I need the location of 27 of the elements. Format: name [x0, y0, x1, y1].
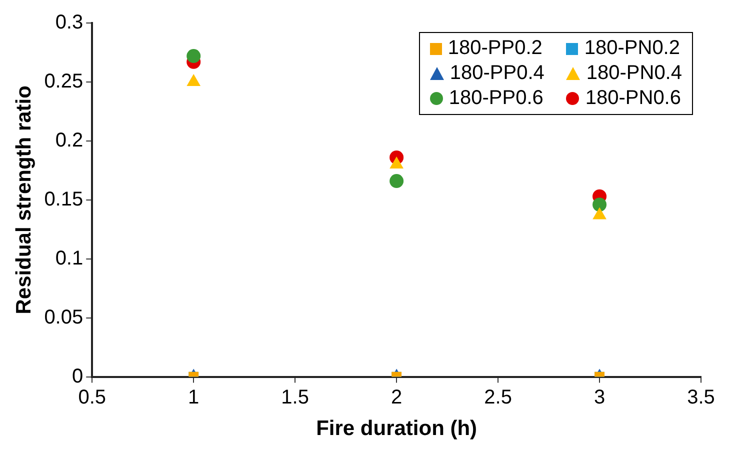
y-tick-label: 0.3 [55, 12, 84, 34]
x-axis-title: Fire duration (h) [316, 417, 478, 440]
legend-label: 180-PN0.2 [584, 37, 680, 59]
y-tick-label: 0.1 [55, 247, 84, 270]
legend-label: 180-PP0.6 [448, 87, 544, 109]
legend-label: 180-PN0.6 [585, 87, 681, 109]
point [390, 174, 404, 188]
legend-label: 180-PN0.4 [586, 62, 682, 84]
point [390, 156, 404, 169]
point [592, 198, 607, 212]
y-tick-label: 0.05 [44, 306, 84, 328]
legend-label: 180-PP0.2 [448, 37, 542, 59]
x-tick-label: 3.5 [687, 386, 715, 408]
x-tick-label: 2.5 [484, 386, 512, 408]
x-tick-label: 3 [594, 386, 606, 408]
x-tick-label: 1 [188, 386, 200, 408]
legend-label: 180-PP0.4 [450, 62, 544, 84]
y-axis-title: Residual strength ratio [12, 86, 36, 314]
x-tick-label: 2 [391, 386, 402, 408]
x-tick-label: 0.5 [78, 386, 106, 408]
y-tick-label: 0.15 [44, 188, 84, 210]
y-tick-label: 0 [72, 365, 84, 388]
y-tick-label: 0.25 [44, 70, 84, 92]
y-tick-label: 0.2 [55, 129, 84, 152]
point [592, 207, 606, 220]
point [186, 49, 201, 64]
x-tick-label: 1.5 [281, 386, 309, 408]
